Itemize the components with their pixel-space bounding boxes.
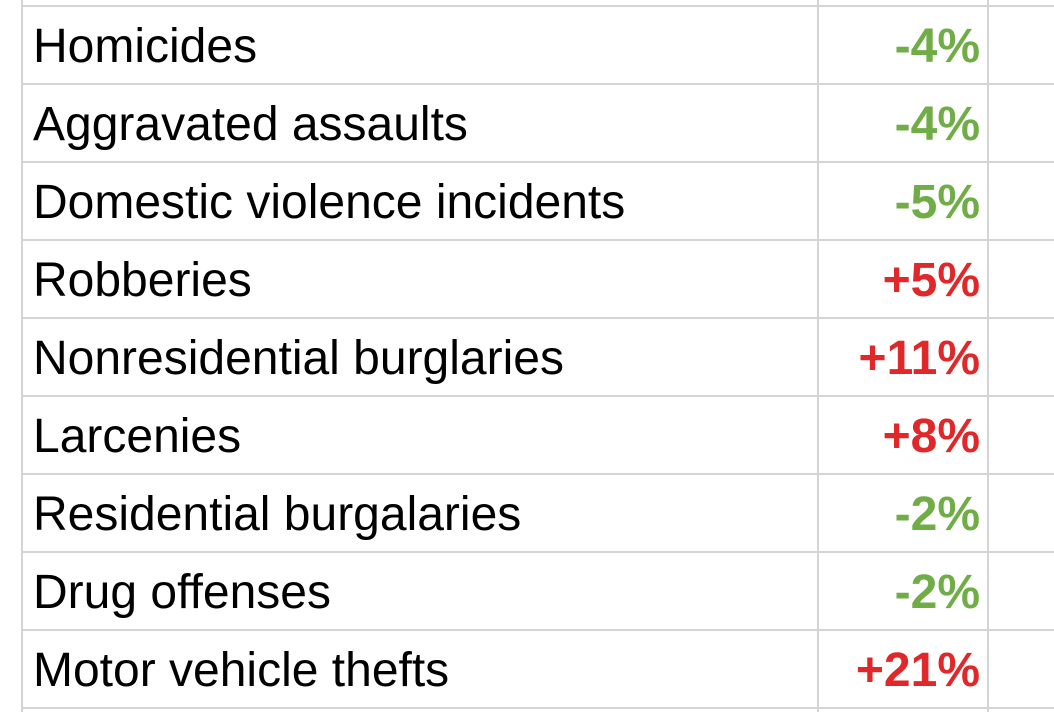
- percent-change-cell[interactable]: -2%: [894, 487, 980, 541]
- percent-change-cell[interactable]: -4%: [894, 19, 980, 73]
- crime-category-cell[interactable]: Drug offenses: [33, 565, 331, 619]
- percent-change-cell[interactable]: -4%: [894, 97, 980, 151]
- table-row: Motor vehicle thefts +21%: [0, 631, 1054, 709]
- row-gridline: [23, 5, 1054, 7]
- column-gridline-right: [987, 0, 989, 712]
- crime-category-cell[interactable]: Aggravated assaults: [33, 97, 468, 151]
- column-gridline-middle: [817, 0, 819, 712]
- row-gridline: [23, 707, 1054, 709]
- table-row: Nonresidential burglaries +11%: [0, 319, 1054, 397]
- table-row: Homicides -4%: [0, 7, 1054, 85]
- table-row: Larcenies +8%: [0, 397, 1054, 475]
- empty-cell[interactable]: [990, 163, 1054, 241]
- percent-change-cell[interactable]: -5%: [894, 175, 980, 229]
- table-row: Residential burgalaries -2%: [0, 475, 1054, 553]
- empty-cell[interactable]: [990, 319, 1054, 397]
- table-row: Aggravated assaults -4%: [0, 85, 1054, 163]
- crime-category-cell[interactable]: Motor vehicle thefts: [33, 643, 450, 697]
- crime-category-cell[interactable]: Robberies: [33, 253, 252, 307]
- row-gridline: [23, 317, 1054, 319]
- row-gridline: [23, 83, 1054, 85]
- table-row: Domestic violence incidents -5%: [0, 163, 1054, 241]
- table-row: Robberies +5%: [0, 241, 1054, 319]
- percent-change-cell[interactable]: +5%: [882, 253, 980, 307]
- percent-change-cell[interactable]: +11%: [858, 331, 980, 385]
- row-gridline: [23, 395, 1054, 397]
- column-gridline-left: [21, 0, 23, 712]
- empty-cell[interactable]: [990, 553, 1054, 631]
- empty-cell[interactable]: [990, 397, 1054, 475]
- row-gridline: [23, 239, 1054, 241]
- row-gridline: [23, 551, 1054, 553]
- empty-cell[interactable]: [990, 475, 1054, 553]
- row-gridline: [23, 473, 1054, 475]
- percent-change-cell[interactable]: +8%: [882, 409, 980, 463]
- empty-cell[interactable]: [990, 7, 1054, 85]
- empty-cell[interactable]: [990, 241, 1054, 319]
- empty-cell[interactable]: [990, 631, 1054, 709]
- table-row: Drug offenses -2%: [0, 553, 1054, 631]
- crime-category-cell[interactable]: Homicides: [33, 19, 258, 73]
- crime-category-cell[interactable]: Nonresidential burglaries: [33, 331, 564, 385]
- percent-change-cell[interactable]: -2%: [894, 565, 980, 619]
- percent-change-cell[interactable]: +21%: [855, 643, 980, 697]
- crime-category-cell[interactable]: Larcenies: [33, 409, 242, 463]
- crime-category-cell[interactable]: Domestic violence incidents: [33, 175, 626, 229]
- row-gridline: [23, 629, 1054, 631]
- crime-category-cell[interactable]: Residential burgalaries: [33, 487, 522, 541]
- empty-cell[interactable]: [990, 85, 1054, 163]
- row-gridline: [23, 161, 1054, 163]
